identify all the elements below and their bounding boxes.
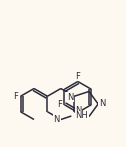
Text: N: N [75, 106, 82, 115]
Text: N: N [67, 93, 73, 102]
Text: F: F [75, 71, 80, 81]
Text: NH: NH [75, 112, 88, 121]
Text: N: N [99, 100, 105, 108]
Text: F: F [58, 100, 62, 109]
Text: F: F [13, 92, 18, 101]
Text: N: N [53, 115, 60, 124]
